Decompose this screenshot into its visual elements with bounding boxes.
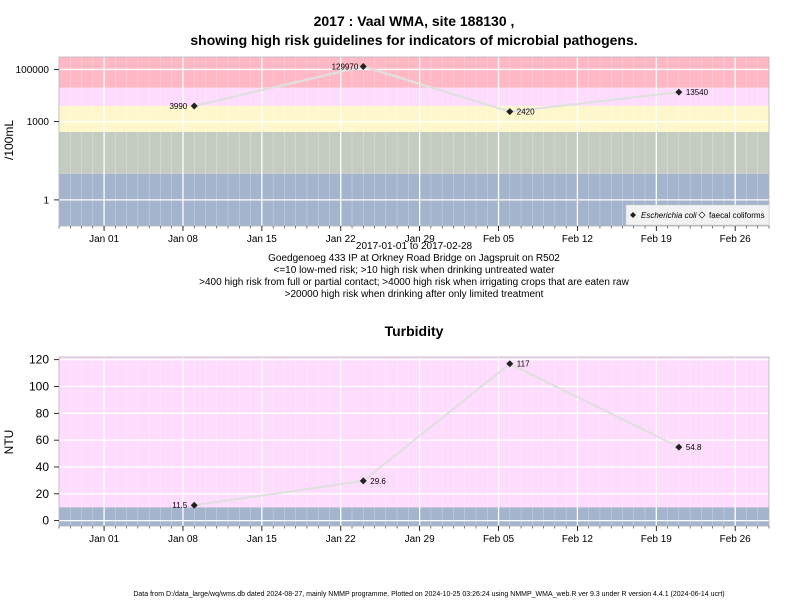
chart2-point	[359, 477, 367, 485]
chart2-point-label: 117	[517, 360, 530, 369]
chart1-y-tick-label: 1000	[27, 117, 50, 128]
chart2-x-tick-label: Feb 19	[641, 534, 673, 545]
chart2-y-tick-label: 60	[36, 433, 50, 447]
legend-faecal-label: faecal coliforms	[709, 211, 765, 220]
chart2-plot: Jan 01 Jan 08 Jan 15 Jan 22 Jan 29 Feb 05 Feb …	[29, 353, 770, 545]
chart1-caption-line1: 2017-01-01 to 2017-02-28	[356, 241, 473, 252]
chart1-point	[675, 88, 683, 96]
chart2-point-label: 29.6	[370, 477, 386, 486]
chart1-plot: Jan 01 Jan 08 Jan 15 Jan 22 Jan 29 Feb 05 Feb …	[16, 56, 770, 245]
chart1-legend: Escherichia coli faecal coliforms	[625, 204, 770, 226]
chart2-band-1	[59, 357, 769, 508]
chart1-point-label: 129970	[332, 62, 359, 71]
chart2-series-line	[194, 362, 680, 507]
chart2-title: Turbidity	[385, 323, 444, 339]
chart1-x-tick-label: Jan 15	[247, 234, 277, 245]
chart1-band-3	[59, 87, 769, 106]
chart1-caption-line5: >20000 high risk when drinking after onl…	[285, 289, 544, 300]
chart1-band-1	[59, 132, 769, 174]
chart2-point-label: 11.5	[172, 501, 188, 510]
chart1-caption-line4: >400 high risk from full or partial cont…	[199, 277, 629, 288]
chart2-y-tick-label: 80	[36, 406, 50, 420]
chart1-caption-line2: Goedgenoeg 433 IP at Orkney Road Bridge …	[268, 253, 560, 264]
legend-ecoli-marker	[630, 212, 636, 218]
chart2-y-tick-label: 0	[42, 514, 49, 528]
chart2-x-tick-label: Jan 29	[405, 534, 435, 545]
chart2-frame	[58, 356, 770, 527]
chart1-point-label: 3990	[169, 102, 187, 111]
chart2-point-label: 54.8	[686, 443, 702, 452]
footer-note: Data from D:/data_large/wq/wms.db dated …	[133, 591, 724, 598]
chart1-point	[359, 62, 367, 70]
chart1-series-line	[193, 65, 679, 113]
chart1-x-tick-label: Jan 29	[405, 234, 435, 245]
chart2-point	[190, 501, 198, 509]
chart1-point	[190, 102, 198, 110]
chart2-band-0	[59, 507, 769, 526]
chart1-x-tick-label: Feb 26	[720, 234, 752, 245]
chart1-y-tick-label: 100000	[16, 65, 50, 76]
legend-ecoli-label: Escherichia coli	[641, 211, 697, 220]
chart2-x-tick-label: Jan 08	[168, 534, 198, 545]
chart2-y-tick-label: 100	[29, 380, 49, 394]
chart1-band-2	[59, 105, 769, 133]
chart1-title-line2: showing high risk guidelines for indicat…	[190, 32, 637, 48]
chart1-x-tick-label: Feb 19	[641, 234, 673, 245]
chart1-title-line1: 2017 : Vaal WMA, site 188130 ,	[314, 13, 515, 29]
chart2-y-tick-label: 20	[36, 487, 50, 501]
chart1-y-tick-label: 1	[43, 195, 49, 206]
chart1-x-tick-label: Jan 01	[89, 234, 119, 245]
legend-box	[625, 204, 770, 226]
chart2-x-tick-label: Feb 12	[562, 534, 594, 545]
chart2-y-tick-label: 120	[29, 353, 49, 367]
chart1-x-tick-label: Jan 22	[326, 234, 356, 245]
chart2-point	[506, 360, 514, 368]
chart1-x-tick-label: Feb 05	[483, 234, 515, 245]
chart2-x-tick-label: Feb 05	[483, 534, 515, 545]
chart1-x-tick-label: Feb 12	[562, 234, 594, 245]
chart2-x-tick-label: Feb 26	[720, 534, 752, 545]
chart2-y-axis-label: NTU	[2, 430, 16, 455]
chart2-x-tick-label: Jan 22	[326, 534, 356, 545]
chart1-y-axis-label: /100mL	[2, 120, 16, 160]
chart1-x-tick-label: Jan 08	[168, 234, 198, 245]
chart1-point-label: 2420	[517, 108, 535, 117]
chart2-x-tick-label: Jan 01	[89, 534, 119, 545]
chart1-point	[506, 108, 514, 116]
chart2-y-tick-label: 40	[36, 460, 50, 474]
chart1-point-label: 13540	[686, 88, 709, 97]
chart2-x-tick-label: Jan 15	[247, 534, 277, 545]
legend-faecal-marker	[698, 211, 706, 219]
chart1-caption-line3: <=10 low-med risk; >10 high risk when dr…	[274, 265, 556, 276]
chart2-point	[675, 443, 683, 451]
chart1-frame	[58, 56, 770, 227]
